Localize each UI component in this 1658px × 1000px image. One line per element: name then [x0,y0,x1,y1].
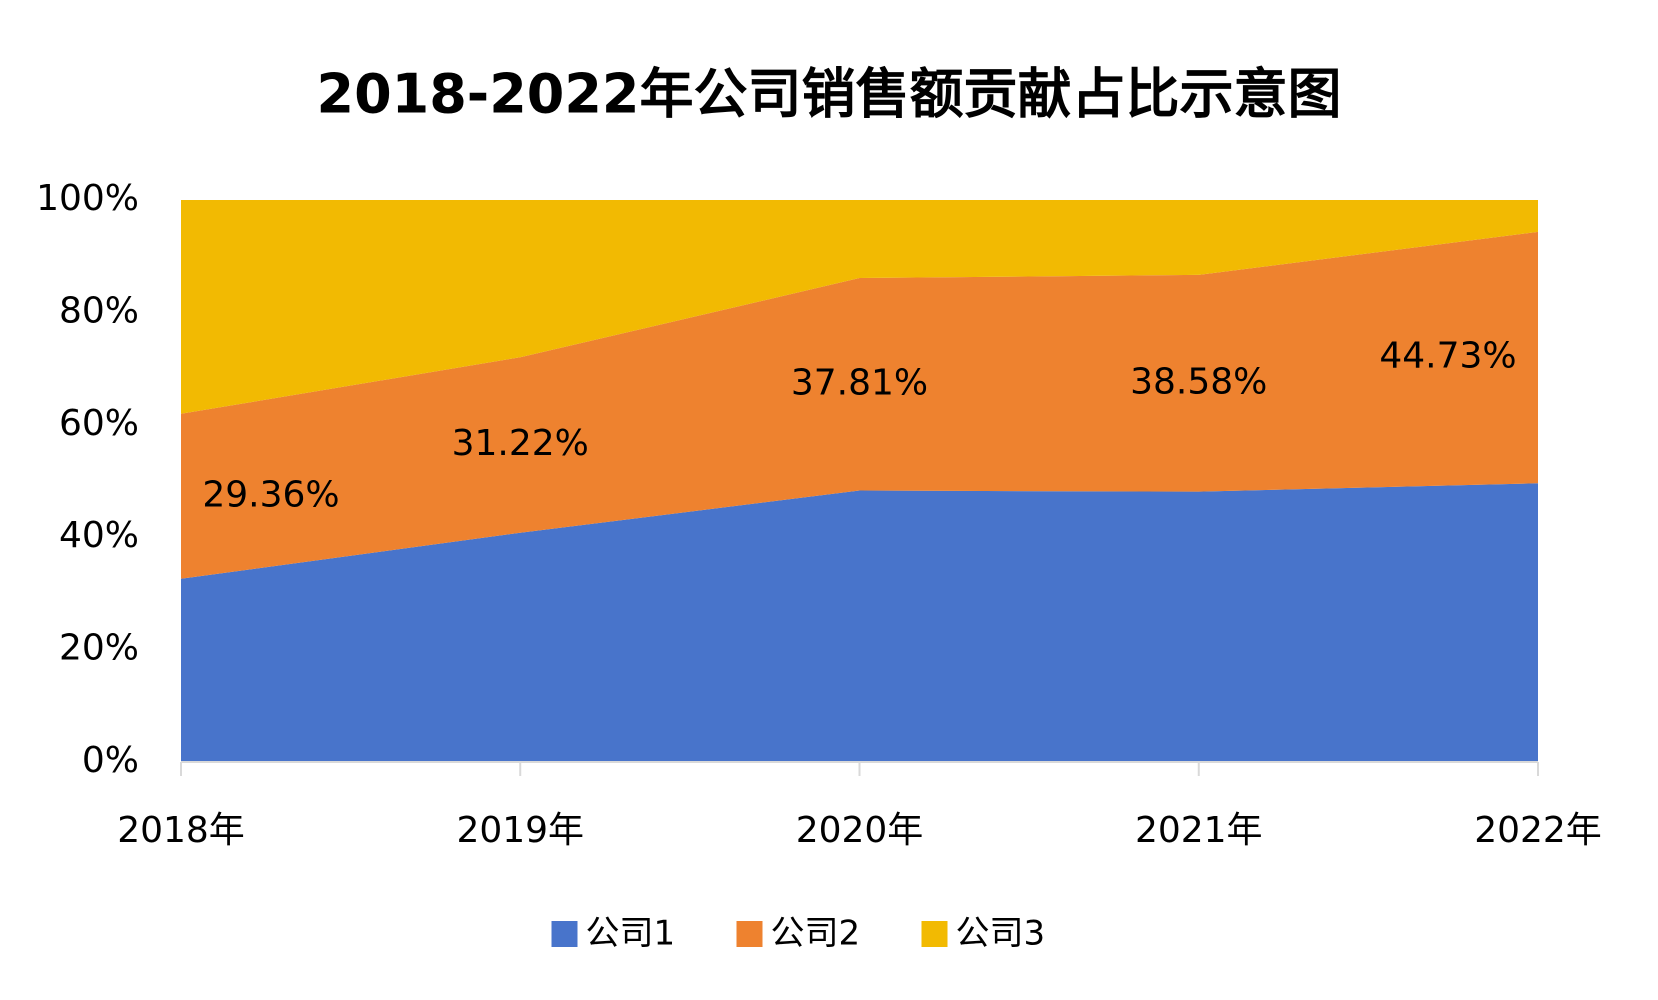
legend-swatch [921,921,948,947]
legend-label: 公司3 [956,914,1046,954]
x-tick-label: 2018年 [117,810,245,851]
data-label: 31.22% [452,423,589,464]
y-tick-label: 20% [59,628,139,669]
data-label: 38.58% [1130,361,1267,402]
area [181,483,1538,762]
y-tick-label: 100% [36,178,139,219]
legend-swatch [736,921,763,947]
y-tick-label: 40% [59,515,139,556]
legend-label: 公司1 [586,914,676,954]
y-tick-label: 60% [59,403,139,444]
x-tick-label: 2021年 [1135,810,1263,851]
legend-label: 公司2 [771,914,861,954]
y-tick-label: 0% [82,740,139,781]
legend-swatch [551,921,578,947]
y-tick-label: 80% [59,290,139,331]
chart-title: 2018-2022年公司销售额贡献占比示意图 [317,63,1342,126]
data-label: 37.81% [791,362,928,403]
x-tick-label: 2020年 [796,810,924,851]
area [181,231,1538,579]
area [181,200,1538,414]
data-label: 44.73% [1379,336,1516,377]
data-label: 29.36% [202,474,339,515]
x-tick-label: 2022年 [1474,810,1602,851]
x-tick-label: 2019年 [456,810,584,851]
